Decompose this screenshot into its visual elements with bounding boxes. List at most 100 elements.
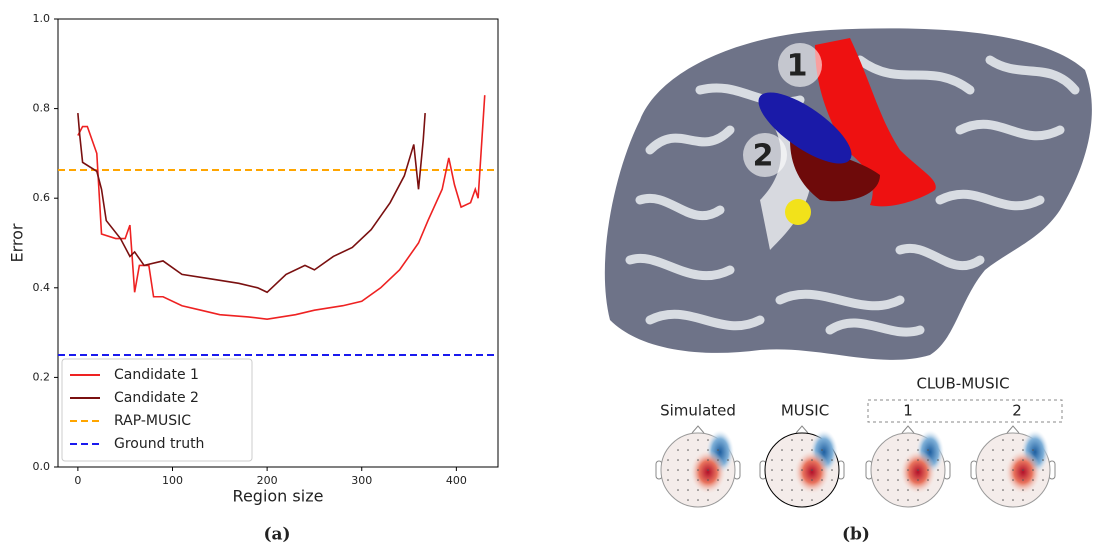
- sensor: [917, 499, 919, 501]
- y-tick-label: 0.0: [33, 460, 51, 473]
- sensor: [1022, 439, 1024, 441]
- sensor: [697, 439, 699, 441]
- sensor: [982, 479, 984, 481]
- sensor: [917, 479, 919, 481]
- sensor: [1002, 439, 1004, 441]
- group-item: 2: [1012, 402, 1022, 420]
- sensor: [771, 479, 773, 481]
- sensor: [821, 449, 823, 451]
- sensor: [917, 469, 919, 471]
- sensor: [1032, 469, 1034, 471]
- sensor: [821, 479, 823, 481]
- sensor: [1032, 459, 1034, 461]
- sensor: [1002, 489, 1004, 491]
- x-tick-label: 0: [74, 474, 81, 487]
- sensor: [801, 499, 803, 501]
- sensor: [937, 469, 939, 471]
- sensor: [677, 489, 679, 491]
- sensor: [982, 469, 984, 471]
- sensor: [897, 439, 899, 441]
- sensor: [992, 469, 994, 471]
- sensor: [877, 459, 879, 461]
- sensor: [1032, 479, 1034, 481]
- sensor: [1022, 459, 1024, 461]
- sensor: [907, 449, 909, 451]
- sensor: [791, 439, 793, 441]
- sensor: [1042, 469, 1044, 471]
- sensor: [801, 449, 803, 451]
- sensor: [717, 449, 719, 451]
- sensor: [697, 449, 699, 451]
- sensor: [1012, 469, 1014, 471]
- sensor: [937, 479, 939, 481]
- y-tick-label: 1.0: [33, 12, 51, 25]
- y-tick-label: 0.4: [33, 281, 51, 294]
- sensor: [927, 479, 929, 481]
- sensor: [781, 489, 783, 491]
- y-axis-label: Error: [8, 223, 27, 262]
- series-line: [77, 113, 426, 294]
- sensor: [897, 459, 899, 461]
- sensor: [937, 459, 939, 461]
- sensor: [877, 469, 879, 471]
- sensor: [917, 449, 919, 451]
- sensor: [897, 499, 899, 501]
- sensor: [727, 469, 729, 471]
- x-tick-label: 300: [351, 474, 372, 487]
- sensor: [1012, 439, 1014, 441]
- sensor: [877, 479, 879, 481]
- sensor: [677, 459, 679, 461]
- x-tick-label: 100: [162, 474, 183, 487]
- sensor: [781, 459, 783, 461]
- sensor: [791, 499, 793, 501]
- sensor: [687, 479, 689, 481]
- sensor: [667, 469, 669, 471]
- legend-label: Ground truth: [114, 436, 204, 452]
- sensor: [801, 439, 803, 441]
- sensor: [821, 459, 823, 461]
- y-tick-label: 0.2: [33, 370, 51, 383]
- sensor: [727, 459, 729, 461]
- sensor: [821, 489, 823, 491]
- sensor: [667, 459, 669, 461]
- sensor: [1022, 489, 1024, 491]
- sensor: [707, 459, 709, 461]
- sensor: [917, 489, 919, 491]
- sensor: [1032, 449, 1034, 451]
- caption: (b): [842, 525, 870, 545]
- sensor: [687, 449, 689, 451]
- sensor: [781, 449, 783, 451]
- sensor: [707, 479, 709, 481]
- region-label: 1: [787, 49, 808, 84]
- sensor: [707, 449, 709, 451]
- sensor: [907, 459, 909, 461]
- sensor: [887, 449, 889, 451]
- sensor: [982, 459, 984, 461]
- map-blob: [1005, 450, 1041, 494]
- legend-label: RAP-MUSIC: [114, 413, 191, 429]
- map-title: MUSIC: [781, 402, 829, 420]
- sensor: [992, 479, 994, 481]
- sensor: [1012, 459, 1014, 461]
- sensor: [1002, 459, 1004, 461]
- sensor: [917, 459, 919, 461]
- sensor: [811, 459, 813, 461]
- sensor: [1012, 499, 1014, 501]
- sensor: [1042, 459, 1044, 461]
- sensor: [927, 489, 929, 491]
- sensor: [811, 449, 813, 451]
- map-blob: [900, 450, 936, 494]
- sensor: [887, 459, 889, 461]
- sensor: [697, 479, 699, 481]
- sensor: [811, 489, 813, 491]
- sensor: [687, 499, 689, 501]
- sensor: [927, 459, 929, 461]
- x-tick-label: 400: [446, 474, 467, 487]
- sensor: [831, 479, 833, 481]
- sensor: [697, 499, 699, 501]
- sensor: [791, 449, 793, 451]
- sensor: [687, 489, 689, 491]
- sensor: [1042, 479, 1044, 481]
- legend-label: Candidate 2: [114, 390, 199, 406]
- topomaps: Simulated MUSIC CLUB-MUSIC 1 2: [655, 375, 1063, 508]
